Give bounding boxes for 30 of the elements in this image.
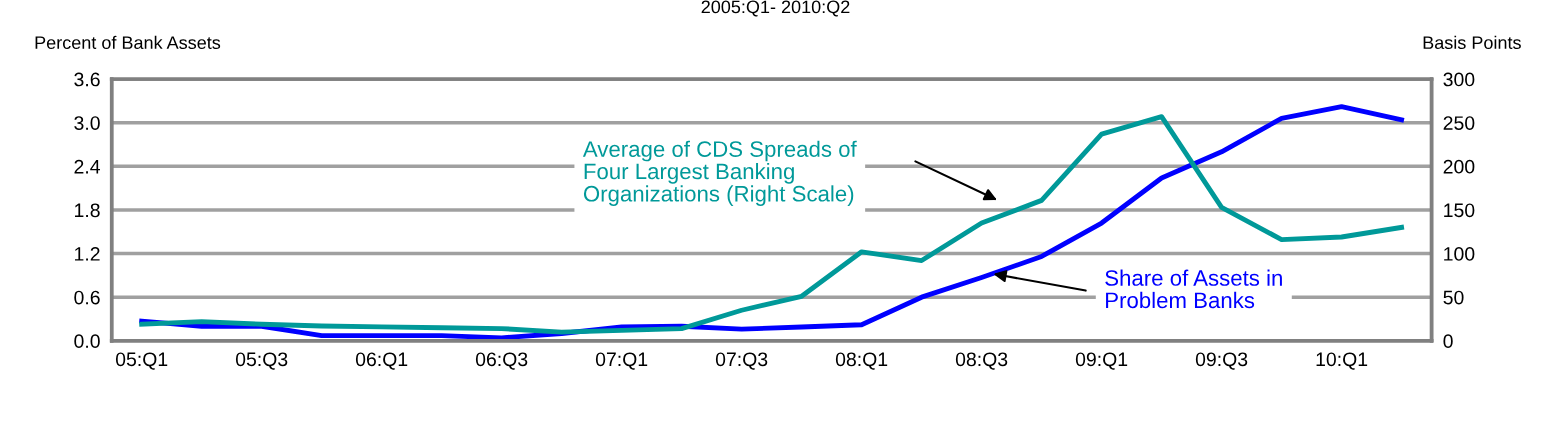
- y2-tick-label: 250: [1443, 116, 1475, 130]
- x-tick-label: 05:Q3: [235, 352, 288, 370]
- x-tick-label: 08:Q1: [835, 352, 888, 370]
- x-tick-label: 07:Q3: [715, 352, 768, 370]
- x-tick-label: 08:Q3: [955, 352, 1008, 370]
- x-tick-label: 06:Q3: [475, 352, 528, 370]
- y-tick-label: 1.8: [75, 203, 100, 218]
- y-tick-label: 2.4: [74, 159, 100, 174]
- x-tick-label: 09:Q3: [1195, 352, 1248, 370]
- y2-axis-title: Basis Points: [1423, 35, 1521, 50]
- y2-tick-label: 200: [1443, 159, 1475, 174]
- chart-title: 2005:Q1- 2010:Q2: [701, 0, 850, 17]
- y-tick-label: 0.0: [74, 334, 100, 349]
- y2-tick-label: 100: [1444, 247, 1475, 261]
- y-tick-label: 3.6: [74, 72, 100, 87]
- text: Average of CDS Spreads of Four Largest Banking Organizations (Right Scale): [582, 140, 857, 206]
- x-tick-label: 09:Q1: [1075, 352, 1128, 370]
- y2-tick-label: 300: [1443, 72, 1475, 87]
- y2-tick-label: 50: [1443, 290, 1464, 305]
- y2-tick-label: 0: [1443, 334, 1453, 349]
- y-tick-label: 0.6: [74, 290, 100, 305]
- series-label: Share of Assets in Problem Banks: [1105, 269, 1282, 309]
- x-tick-label: 10:Q1: [1316, 352, 1368, 370]
- x-tick-label: 06:Q1: [355, 352, 408, 370]
- y-tick-label: 3.0: [74, 116, 100, 130]
- y2-tick-label: 150: [1444, 203, 1475, 218]
- x-tick-label: 07:Q1: [595, 352, 648, 370]
- x-tick-label: 05:Q1: [115, 352, 168, 370]
- y-tick-label: 1.2: [75, 247, 100, 261]
- y-axis-title: Percent of Bank Assets: [35, 35, 221, 50]
